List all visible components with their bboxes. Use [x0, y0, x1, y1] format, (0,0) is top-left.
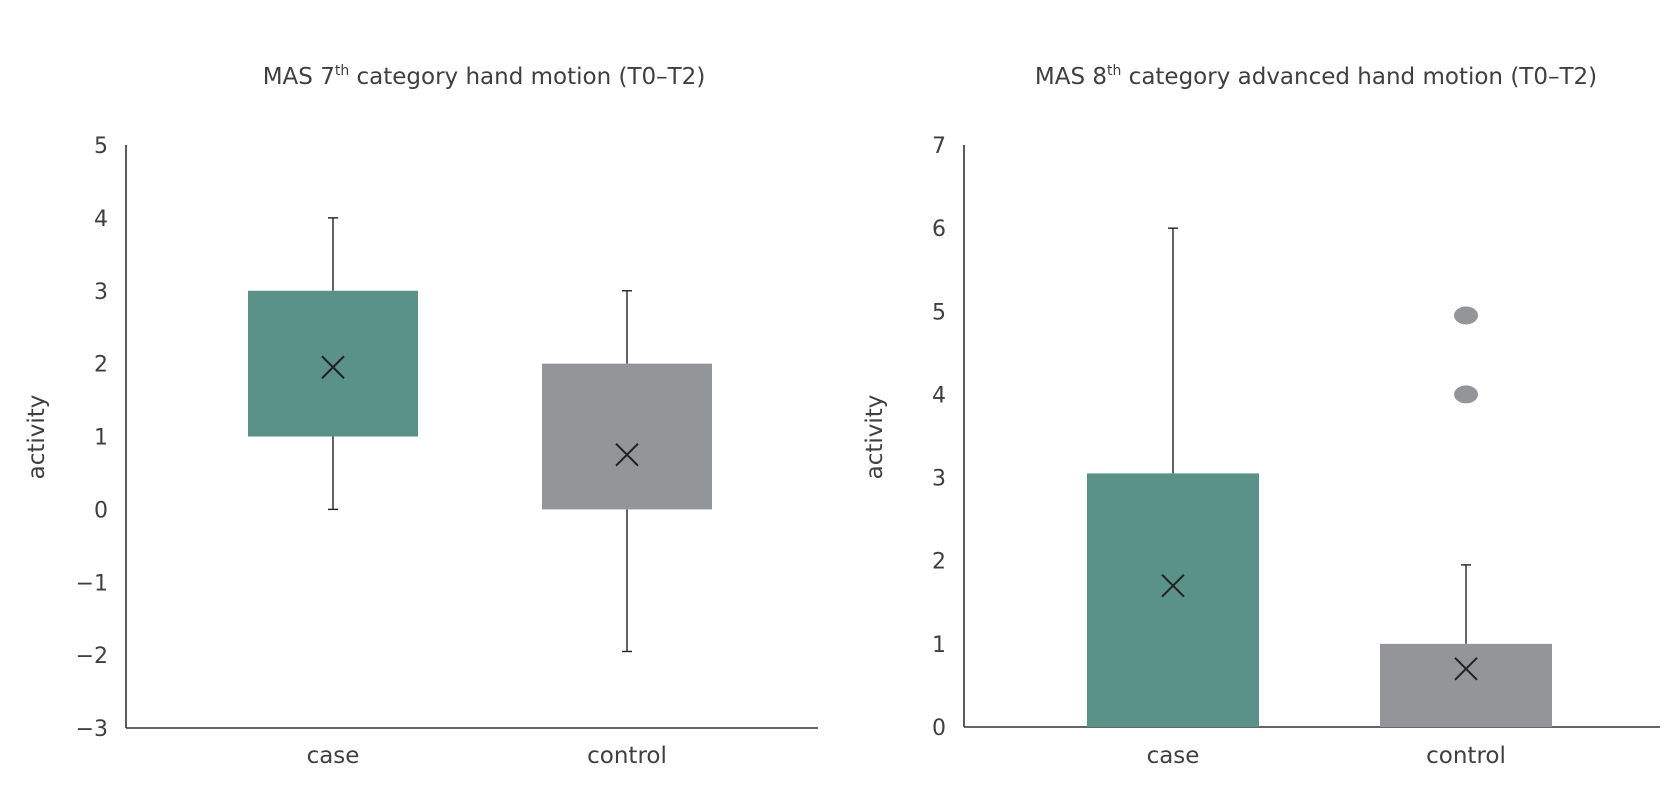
- box-control: [1380, 306, 1552, 727]
- chart-title-prefix: MAS 8: [1035, 64, 1107, 90]
- y-axis-label: activity: [862, 395, 888, 480]
- box-rect: [542, 363, 712, 510]
- y-tick-label: 3: [932, 467, 946, 492]
- y-tick-label: 1: [932, 633, 946, 658]
- box-control: [542, 290, 712, 653]
- chart-panel-1: MAS 7th category hand motion (T0–T2) acti…: [24, 63, 818, 769]
- y-tick-label: 3: [94, 280, 108, 305]
- y-tick-label: 1: [94, 426, 108, 451]
- box-case: [1087, 227, 1259, 727]
- y-tick-label: 0: [94, 498, 108, 523]
- mean-marker: [615, 443, 639, 467]
- chart-panel-2: MAS 8th category advanced hand motion (T…: [862, 63, 1660, 769]
- y-tick-label: 4: [932, 383, 946, 408]
- y-tick-label: 0: [932, 716, 946, 741]
- x-category-label: control: [1426, 743, 1506, 769]
- chart-title-suffix: category hand motion (T0–T2): [349, 64, 705, 90]
- x-category-label: case: [1147, 743, 1200, 769]
- x-category-label: control: [587, 743, 667, 769]
- chart-title-superscript: th: [1107, 63, 1121, 79]
- box-rect: [248, 290, 418, 437]
- chart-title-superscript: th: [335, 63, 349, 79]
- x-category-label: case: [307, 743, 360, 769]
- y-tick-label: 7: [932, 134, 946, 159]
- box-case: [248, 217, 418, 511]
- chart-title-prefix: MAS 7: [263, 64, 335, 90]
- chart-title: MAS 7th category hand motion (T0–T2): [263, 63, 706, 90]
- box-rect: [1380, 643, 1552, 727]
- mean-marker: [321, 355, 345, 379]
- y-tick-label: 6: [932, 217, 946, 242]
- y-tick-label: −1: [76, 571, 108, 596]
- y-tick-label: 2: [94, 353, 108, 378]
- y-tick-label: 4: [94, 207, 108, 232]
- outlier-point: [1454, 385, 1478, 404]
- y-axis-label: activity: [24, 395, 50, 480]
- y-tick-label: 2: [932, 550, 946, 575]
- outlier-point: [1454, 306, 1478, 325]
- mean-marker: [1161, 573, 1185, 598]
- mean-marker: [1454, 657, 1478, 681]
- y-tick-label: 5: [932, 300, 946, 325]
- chart-title: MAS 8th category advanced hand motion (T…: [1035, 63, 1597, 90]
- y-tick-label: −2: [76, 644, 108, 669]
- box-rect: [1087, 473, 1259, 727]
- y-tick-label: −3: [76, 717, 108, 742]
- y-tick-label: 5: [94, 134, 108, 159]
- chart-title-suffix: category advanced hand motion (T0–T2): [1121, 64, 1597, 90]
